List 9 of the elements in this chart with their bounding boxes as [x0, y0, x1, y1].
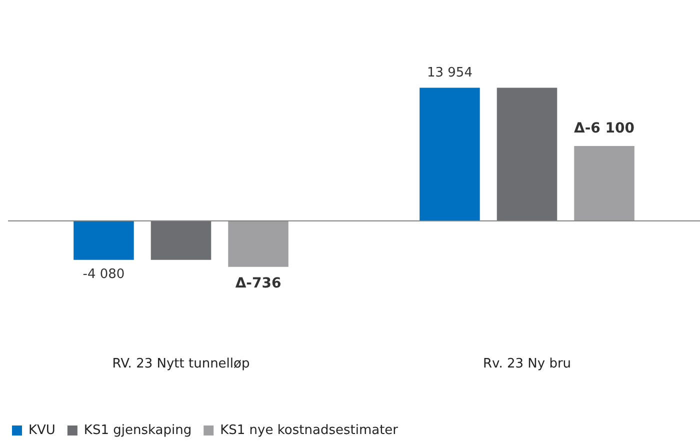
text: Δ-736: [235, 276, 282, 292]
legend-label: KVU: [28, 422, 56, 438]
data-label: -4 080: [82, 266, 125, 282]
x-tick-label: Rv. 23 Ny bru: [482, 356, 572, 372]
legend-label: KS1 nye kostnadsestimater: [220, 422, 399, 438]
legend-label: KS1 gjenskaping: [84, 422, 192, 438]
annotation: Δ-6 100: [574, 120, 635, 137]
data-label: 13 954: [426, 66, 472, 81]
x-tick-label: RV. 23 Nytt tunnelløp: [112, 356, 250, 372]
